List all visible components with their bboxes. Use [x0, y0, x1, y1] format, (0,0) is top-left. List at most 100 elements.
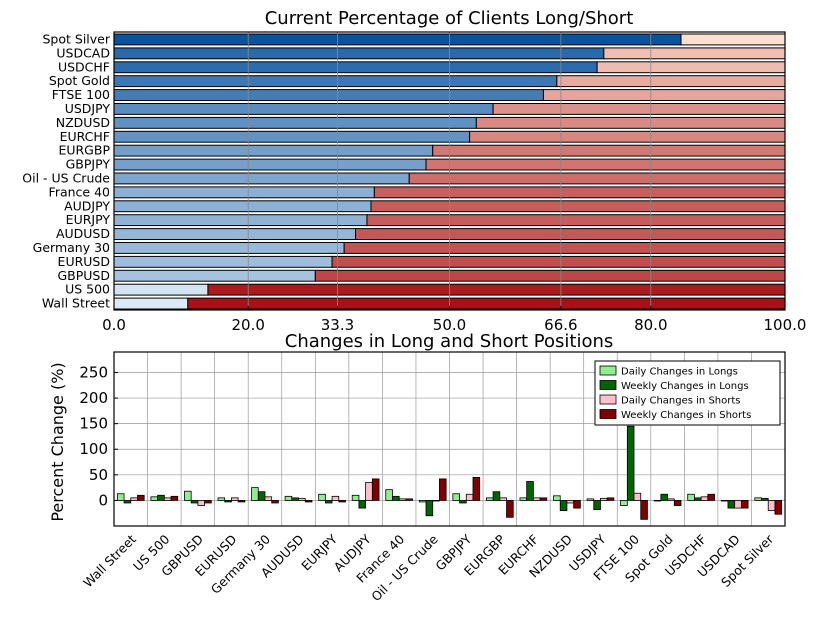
change-bar: [767, 500, 776, 512]
short-bar: [596, 61, 786, 74]
change-bar: [365, 482, 373, 501]
change-bar: [600, 497, 608, 501]
category-label: AUDJPY: [64, 198, 110, 213]
change-bar: [499, 497, 507, 501]
change-bar: [740, 500, 749, 509]
legend-swatch: [599, 394, 617, 405]
change-bar: [432, 500, 440, 502]
change-bar: [385, 489, 393, 501]
change-bar: [264, 496, 273, 501]
long-bar: [113, 283, 209, 296]
category-label: USDCAD: [56, 45, 110, 60]
x-tick-label: 50.0: [433, 316, 466, 334]
change-bar: [237, 500, 246, 503]
short-bar: [542, 89, 786, 101]
long-bar: [113, 255, 333, 268]
change-bar: [123, 500, 132, 504]
change-bar: [425, 500, 434, 517]
change-bar: [338, 500, 346, 503]
change-bar: [566, 500, 575, 504]
legend-box: [594, 360, 781, 426]
category-label: EURGBP: [58, 143, 110, 158]
short-bar: [603, 47, 786, 60]
change-bar: [532, 497, 541, 501]
change-bar: [184, 490, 192, 501]
change-bar: [774, 500, 783, 515]
top-plot-frame: [113, 31, 786, 311]
x-tick-label: 0.0: [102, 316, 126, 334]
legend-label: Daily Changes in Longs: [621, 367, 738, 378]
category-label: NZDUSD: [56, 115, 110, 130]
change-bar: [472, 476, 481, 501]
change-bar: [150, 496, 159, 501]
x-tick-label: 20.0: [231, 316, 264, 334]
long-bar: [113, 214, 368, 227]
long-bar: [113, 33, 682, 46]
change-bar: [170, 495, 179, 501]
change-bar: [130, 497, 138, 501]
category-label: AUDUSD: [56, 226, 110, 241]
change-bar: [298, 497, 306, 501]
short-bar: [314, 269, 786, 282]
long-bar: [113, 130, 471, 143]
long-bar: [113, 89, 544, 101]
change-bar: [653, 500, 662, 502]
change-bar: [694, 497, 702, 501]
change-bar: [593, 500, 601, 511]
change-bar: [371, 478, 380, 501]
short-bar: [492, 103, 786, 115]
change-bar: [318, 493, 326, 501]
short-bar: [425, 158, 786, 171]
long-bar: [113, 242, 345, 254]
legend-swatch: [599, 365, 617, 376]
category-label: Spot Gold: [49, 73, 110, 88]
short-bar: [556, 75, 786, 88]
change-bar: [331, 495, 340, 501]
change-bar: [284, 495, 293, 501]
change-bar: [640, 500, 648, 520]
change-bar: [754, 497, 762, 501]
long-bar: [113, 158, 427, 171]
change-bar: [700, 496, 709, 501]
legend-label: Daily Changes in Shorts: [621, 396, 741, 407]
change-bar: [761, 497, 769, 501]
long-bar: [113, 144, 434, 157]
y-tick-label: 150: [79, 415, 108, 433]
y-tick-label: 0: [98, 491, 108, 509]
legend-swatch: [599, 380, 617, 390]
short-bar: [343, 242, 786, 254]
y-tick-label: 100: [79, 440, 108, 458]
short-bar: [355, 228, 786, 241]
category-label: GBPUSD: [57, 268, 110, 283]
long-bar: [113, 47, 605, 60]
short-bar: [370, 200, 786, 213]
x-tick-label: 100.0: [764, 316, 807, 334]
change-bar: [197, 500, 205, 506]
y-tick-label: 200: [79, 389, 108, 407]
change-bar: [620, 500, 628, 506]
change-bar: [324, 500, 333, 504]
change-bar: [217, 497, 226, 501]
change-bar: [405, 498, 413, 501]
change-bar: [465, 493, 474, 501]
change-bar: [392, 495, 400, 501]
change-bar: [707, 493, 715, 501]
short-bar: [469, 130, 786, 143]
short-bar: [432, 144, 786, 157]
category-label: Wall Street: [42, 296, 110, 311]
long-bar: [113, 200, 372, 213]
change-bar: [526, 481, 534, 501]
change-bar: [224, 500, 232, 503]
change-bar: [687, 493, 695, 501]
long-bar: [113, 186, 375, 199]
bottom-chart-title: Changes in Long and Short Positions: [285, 331, 614, 352]
legend-label: Weekly Changes in Longs: [621, 381, 749, 392]
change-bar: [586, 498, 595, 501]
legend-swatch: [599, 409, 617, 419]
change-bar: [190, 500, 199, 504]
x-category-label: Wall Street: [80, 531, 139, 590]
change-bar: [251, 487, 259, 501]
short-bar: [408, 172, 786, 185]
